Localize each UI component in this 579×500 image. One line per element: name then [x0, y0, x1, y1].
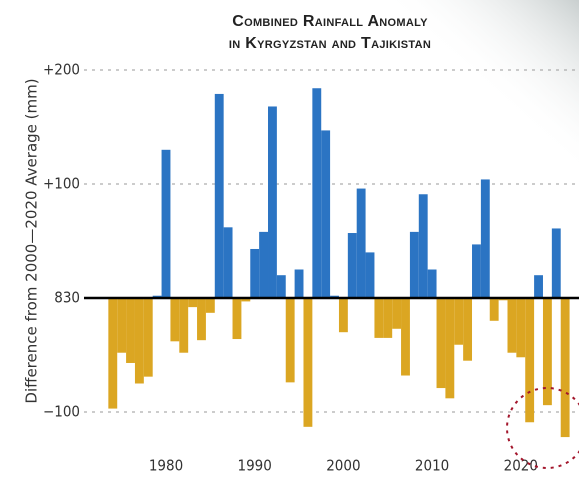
- bar: [383, 298, 393, 338]
- y-tick-label: +100: [43, 175, 80, 193]
- bar: [188, 298, 198, 308]
- bar: [214, 93, 224, 298]
- chart-title: Combined Rainfall Anomaly: [232, 13, 428, 30]
- y-tick-label: 830: [54, 289, 80, 307]
- bar: [507, 298, 517, 353]
- bar: [409, 231, 419, 298]
- bar: [250, 248, 260, 298]
- bar: [427, 269, 437, 298]
- bar: [516, 298, 526, 358]
- bar: [436, 298, 446, 389]
- bar: [232, 298, 242, 340]
- bar: [374, 298, 384, 338]
- bar: [179, 298, 189, 353]
- bar: [463, 298, 473, 361]
- bar: [170, 298, 180, 342]
- bar: [445, 298, 455, 399]
- bar: [356, 188, 366, 298]
- bar: [534, 275, 543, 298]
- y-tick-label: −100: [43, 403, 80, 421]
- bar: [365, 252, 375, 298]
- bar: [276, 275, 286, 298]
- bar: [489, 298, 499, 321]
- bar: [161, 149, 171, 298]
- bar: [143, 298, 153, 377]
- bar: [542, 298, 552, 406]
- bar: [321, 130, 331, 298]
- y-axis-label: Difference from 2000—2020 Average (mm): [23, 78, 41, 403]
- bar: [241, 298, 251, 302]
- bar: [285, 298, 295, 383]
- x-tick-label: 1980: [149, 457, 183, 475]
- bar: [108, 298, 118, 409]
- bar: [392, 298, 402, 329]
- bar: [134, 298, 144, 384]
- x-tick-label: 2020: [504, 457, 538, 475]
- bar: [551, 228, 561, 298]
- background: [330, 0, 579, 220]
- x-tick-label: 2000: [326, 457, 360, 475]
- x-tick-label: 2010: [415, 457, 449, 475]
- bar: [223, 227, 233, 298]
- bar: [303, 298, 313, 427]
- bar: [338, 298, 348, 333]
- bar: [525, 298, 535, 423]
- y-tick-label: +200: [43, 61, 80, 79]
- bar: [454, 298, 464, 345]
- bar: [259, 231, 269, 298]
- bar: [117, 298, 127, 353]
- bar: [126, 298, 135, 363]
- bar: [347, 233, 357, 298]
- bar: [480, 179, 490, 298]
- bar: [560, 298, 570, 438]
- bar: [294, 269, 304, 298]
- bar: [205, 298, 215, 313]
- chart-title: in Kyrgyzstan and Tajikistan: [229, 35, 431, 52]
- bar: [312, 88, 322, 299]
- bar: [197, 298, 206, 341]
- bar: [268, 106, 277, 298]
- x-tick-label: 1990: [238, 457, 272, 475]
- bar: [401, 298, 410, 376]
- bar: [472, 244, 481, 298]
- bar: [418, 194, 428, 298]
